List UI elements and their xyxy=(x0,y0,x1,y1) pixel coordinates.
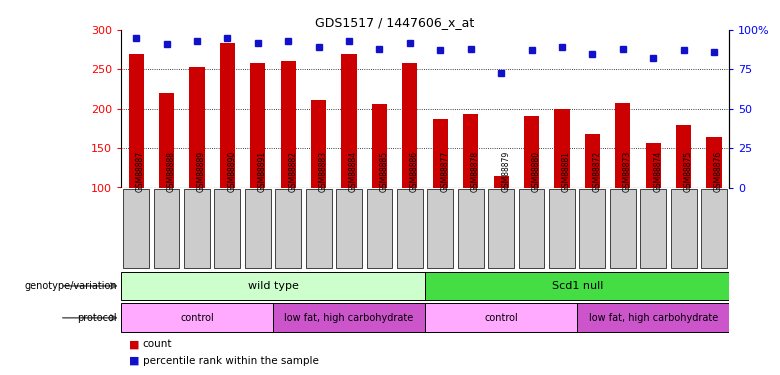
Text: GSM88886: GSM88886 xyxy=(410,150,419,192)
Bar xyxy=(336,189,362,268)
Bar xyxy=(646,143,661,188)
Text: ■: ■ xyxy=(129,339,139,349)
Bar xyxy=(281,62,296,188)
Bar xyxy=(671,189,697,268)
Bar xyxy=(580,189,605,268)
Bar xyxy=(524,116,539,188)
Text: GSM88890: GSM88890 xyxy=(228,150,236,192)
Bar xyxy=(555,109,569,188)
Bar xyxy=(190,67,204,188)
Bar xyxy=(311,100,326,188)
Bar xyxy=(640,189,666,268)
Bar xyxy=(402,63,417,188)
Bar xyxy=(676,125,691,188)
Text: ■: ■ xyxy=(129,356,139,366)
Text: GSM88874: GSM88874 xyxy=(654,150,662,192)
Bar xyxy=(245,189,271,268)
Bar xyxy=(123,189,149,268)
Text: Scd1 null: Scd1 null xyxy=(551,281,603,291)
Text: GSM88882: GSM88882 xyxy=(289,151,297,192)
Text: count: count xyxy=(143,339,172,349)
Bar xyxy=(121,303,273,332)
Bar xyxy=(367,189,392,268)
Bar xyxy=(549,189,575,268)
Bar xyxy=(154,189,179,268)
Text: GSM88872: GSM88872 xyxy=(593,150,601,192)
Bar xyxy=(184,189,210,268)
Bar xyxy=(220,44,235,188)
Text: GSM88885: GSM88885 xyxy=(380,150,388,192)
Bar xyxy=(372,104,387,188)
Text: GSM88877: GSM88877 xyxy=(441,150,449,192)
Text: control: control xyxy=(484,313,518,323)
Bar xyxy=(494,176,509,188)
Bar xyxy=(610,189,636,268)
Title: GDS1517 / 1447606_x_at: GDS1517 / 1447606_x_at xyxy=(315,16,474,29)
Text: GSM88888: GSM88888 xyxy=(167,151,176,192)
Bar xyxy=(273,303,425,332)
Text: control: control xyxy=(180,313,214,323)
Text: GSM88887: GSM88887 xyxy=(136,150,145,192)
Bar xyxy=(215,189,240,268)
Text: GSM88876: GSM88876 xyxy=(714,150,723,192)
Bar xyxy=(397,189,423,268)
Bar xyxy=(425,303,577,332)
Bar xyxy=(707,137,722,188)
Bar xyxy=(488,189,514,268)
Text: GSM88889: GSM88889 xyxy=(197,150,206,192)
Bar xyxy=(615,103,630,188)
Bar xyxy=(701,189,727,268)
Bar xyxy=(425,272,729,300)
Text: GSM88884: GSM88884 xyxy=(349,150,358,192)
Text: GSM88875: GSM88875 xyxy=(683,150,693,192)
Text: GSM88873: GSM88873 xyxy=(623,150,632,192)
Bar xyxy=(433,119,448,188)
Bar xyxy=(519,189,544,268)
Text: genotype/variation: genotype/variation xyxy=(24,281,117,291)
Text: low fat, high carbohydrate: low fat, high carbohydrate xyxy=(285,313,413,323)
Bar xyxy=(121,272,425,300)
Bar xyxy=(250,63,265,188)
Bar xyxy=(585,134,600,188)
Bar xyxy=(159,93,174,188)
Text: protocol: protocol xyxy=(77,313,117,323)
Bar xyxy=(275,189,301,268)
Text: GSM88878: GSM88878 xyxy=(471,150,480,192)
Bar xyxy=(427,189,453,268)
Bar xyxy=(342,54,356,188)
Text: GSM88880: GSM88880 xyxy=(532,150,541,192)
Text: GSM88881: GSM88881 xyxy=(562,151,571,192)
Text: low fat, high carbohydrate: low fat, high carbohydrate xyxy=(589,313,718,323)
Bar xyxy=(463,114,478,188)
Bar xyxy=(577,303,729,332)
Bar xyxy=(458,189,484,268)
Bar xyxy=(306,189,332,268)
Text: GSM88891: GSM88891 xyxy=(257,150,267,192)
Text: percentile rank within the sample: percentile rank within the sample xyxy=(143,356,318,366)
Text: wild type: wild type xyxy=(247,281,299,291)
Bar xyxy=(129,54,144,188)
Text: GSM88879: GSM88879 xyxy=(502,150,510,192)
Text: GSM88883: GSM88883 xyxy=(319,150,328,192)
